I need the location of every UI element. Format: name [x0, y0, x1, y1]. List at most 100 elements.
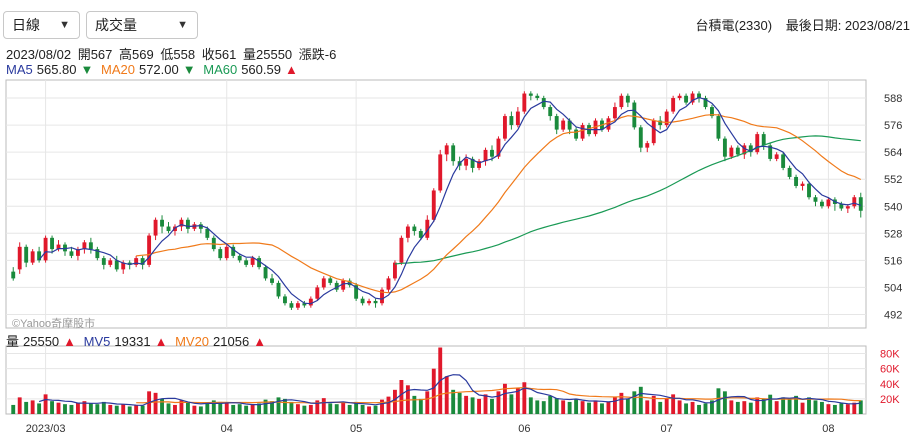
volume-bar [263, 399, 268, 414]
ma20-label: MA20 [101, 62, 135, 77]
price-tick-label: 528 [884, 228, 902, 240]
candle-body [761, 134, 766, 146]
candle-body [748, 145, 753, 153]
volume-bar [108, 404, 113, 414]
volume-bar [619, 392, 624, 414]
candle-body [237, 255, 242, 261]
price-grid [5, 79, 867, 329]
candle-body [638, 127, 643, 148]
candle-body [386, 278, 391, 290]
volume-bar [554, 398, 559, 414]
candle-body [677, 95, 682, 99]
candle-body [664, 111, 669, 126]
volume-bar [541, 401, 546, 414]
volume-bar [671, 394, 676, 414]
volume-bar [496, 391, 501, 414]
volume-bar [632, 391, 637, 414]
ohlc-date: 2023/08/02 [6, 47, 72, 62]
price-tick-label: 576 [884, 120, 902, 132]
volume-bar [826, 404, 831, 414]
volume-bar [380, 399, 384, 414]
mv5-arrow: ▲ [154, 334, 168, 349]
candle-body [768, 145, 773, 159]
volume-bar [651, 395, 656, 414]
candle-body [283, 296, 287, 304]
candle-body [412, 226, 417, 232]
volume-bar [328, 403, 333, 414]
candle-body [787, 167, 792, 177]
candle-body [315, 287, 320, 299]
ohlc-volume: 量25550 [243, 47, 293, 62]
candle-body [807, 183, 811, 198]
volume-bar [114, 405, 119, 414]
volume-bar [250, 404, 255, 414]
candle-body [561, 120, 566, 130]
candles [11, 91, 863, 310]
volume-bar [606, 401, 611, 414]
candle-body [405, 226, 410, 238]
ohlc-high: 高569 [119, 47, 154, 62]
period-select[interactable]: 日線 ▼ [3, 11, 80, 39]
price-tick-label: 504 [884, 282, 902, 294]
candle-body [425, 219, 430, 238]
candle-body [703, 98, 708, 108]
candle-body [535, 95, 540, 99]
volume-bar [852, 402, 857, 414]
volume-bar [237, 404, 242, 414]
volume-bar [845, 404, 850, 414]
candle-body [722, 138, 727, 157]
volume-bar [509, 394, 514, 414]
volume-tick-label: 20K [880, 394, 900, 406]
volume-bar [153, 392, 158, 414]
volume-bar [166, 403, 171, 414]
volume-bar [17, 397, 22, 414]
volume-bar [399, 380, 404, 414]
volume-bar [716, 388, 721, 414]
last-date: 最後日期: 2023/08/21 [785, 18, 910, 33]
candle-body [845, 206, 850, 209]
candle-body [619, 95, 624, 108]
volume-bar [283, 398, 287, 414]
candle-body [56, 244, 61, 250]
volume-bar [101, 401, 106, 414]
volume-bar [224, 403, 229, 414]
candle-body [658, 120, 663, 126]
volume-bar [690, 401, 695, 414]
volume-bar [360, 404, 365, 414]
candle-body [813, 197, 818, 202]
volume-bar [580, 401, 585, 414]
candle-body [295, 303, 300, 308]
date-tick-label: 04 [221, 423, 233, 435]
candle-body [399, 237, 404, 263]
candle-body [82, 242, 87, 250]
volume-bar [522, 382, 527, 414]
volume-bar [211, 400, 216, 414]
candle-body [218, 249, 223, 259]
volume-bar [198, 406, 203, 414]
volume-bar [600, 403, 604, 414]
ohlc-close: 收561 [201, 47, 237, 62]
volume-bar [528, 397, 533, 414]
candle-body [63, 244, 67, 252]
volume-bar [451, 389, 456, 414]
volume-bar [244, 405, 249, 414]
candle-body [321, 278, 326, 288]
candle-body [153, 219, 158, 236]
candle-body [198, 224, 203, 229]
volume-bar [677, 400, 682, 414]
volume-bar [341, 402, 346, 414]
volume-bar [37, 403, 42, 414]
volume-bar [477, 398, 481, 414]
volume-bar [794, 395, 799, 414]
indicator-select[interactable]: 成交量 ▼ [86, 11, 198, 39]
volume-bar [418, 398, 423, 414]
candle-body [380, 289, 384, 304]
volume-bar [43, 394, 48, 414]
candle-body [858, 197, 863, 211]
candle-body [185, 219, 190, 229]
volume-panel-border [5, 345, 867, 415]
candle-body [121, 262, 126, 270]
candle-body [716, 116, 721, 139]
price-tick-label: 540 [884, 201, 902, 213]
price-tick-label: 588 [884, 93, 902, 105]
